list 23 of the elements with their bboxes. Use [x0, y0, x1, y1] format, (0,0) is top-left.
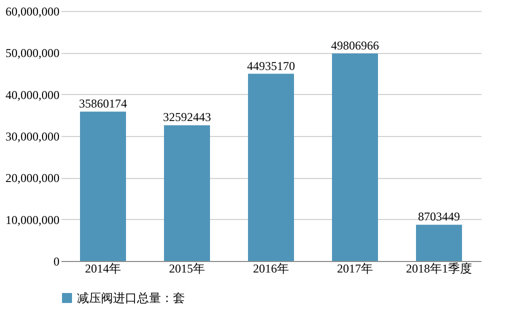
bar: [164, 125, 210, 261]
data-label: 35860174: [79, 96, 127, 111]
bar: [332, 53, 378, 261]
y-tick-label: 50,000,000: [6, 46, 60, 60]
x-tick-label: 2017年: [337, 262, 373, 276]
y-tick-label: 40,000,000: [6, 88, 60, 102]
y-tick-label: 60,000,000: [6, 4, 60, 18]
x-tick-label: 2018年1季度: [406, 262, 472, 276]
y-tick-label: 30,000,000: [6, 130, 60, 144]
bar: [248, 74, 294, 261]
data-label: 44935170: [247, 58, 295, 73]
y-tick-label: 0: [54, 254, 60, 268]
data-label: 8703449: [418, 210, 460, 224]
x-tick-label: 2016年: [253, 262, 289, 276]
x-tick-label: 2014年: [85, 262, 121, 276]
bar: [80, 112, 126, 261]
legend-label: 减压阀进口总量：套: [77, 291, 185, 305]
data-label: 49806966: [331, 38, 379, 52]
data-label: 32592443: [163, 110, 211, 124]
bar: [416, 224, 462, 261]
y-tick-label: 10,000,000: [6, 212, 60, 227]
x-tick-label: 2015年: [169, 262, 205, 276]
y-tick-label: 20,000,000: [6, 171, 60, 186]
